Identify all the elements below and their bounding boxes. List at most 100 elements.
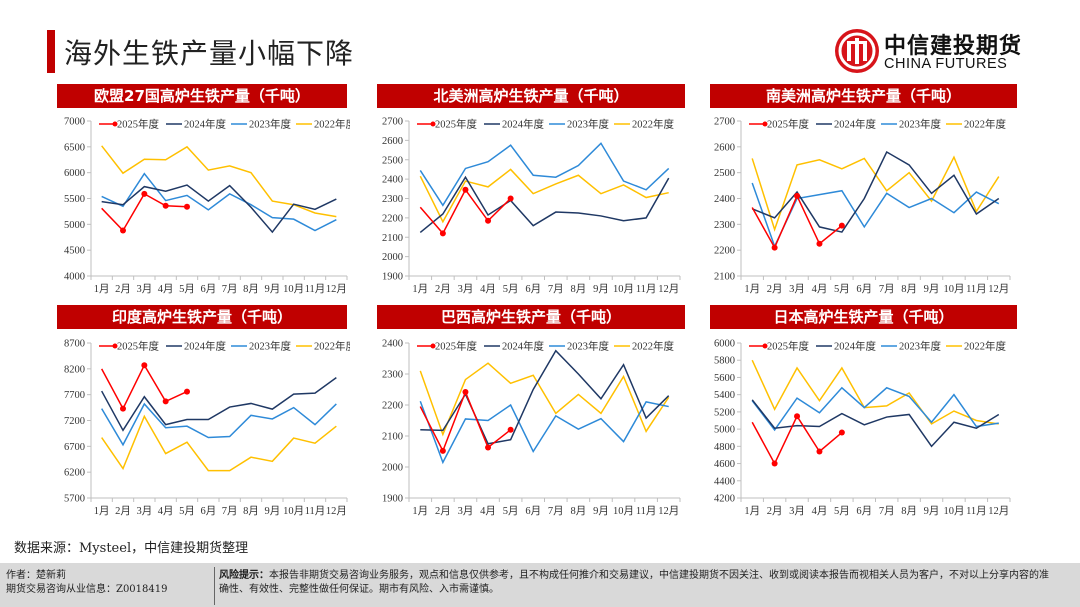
x-tick-label: 11月 [636, 505, 657, 517]
y-tick-label: 4600 [714, 459, 735, 470]
y-tick-label: 2000 [382, 252, 403, 263]
x-tick-label: 10月 [283, 283, 304, 295]
x-tick-label: 2月 [435, 283, 451, 295]
chart-2: 1900 2000 2100 2200 2300 2400 2500 2600 2700 1月 2月… [382, 117, 681, 295]
x-tick-label: 1月 [94, 505, 110, 517]
x-tick-label: 1月 [744, 283, 760, 295]
y-tick-label: 2200 [382, 213, 403, 224]
y-tick-label: 7000 [64, 117, 85, 128]
x-tick-label: 12月 [988, 505, 1009, 517]
y-tick-label: 6200 [64, 468, 85, 479]
x-tick-label: 4月 [480, 505, 496, 517]
x-tick-label: 4月 [158, 505, 174, 517]
x-tick-label: 3月 [789, 505, 805, 517]
legend-label: 2023年度 [249, 118, 291, 131]
x-tick-label: 8月 [901, 283, 917, 295]
x-tick-label: 8月 [571, 505, 587, 517]
data-point-2025 [816, 448, 823, 455]
series-line-2024 [751, 399, 1000, 448]
y-tick-label: 8200 [64, 364, 85, 375]
x-tick-label: 3月 [789, 283, 805, 295]
x-tick-label: 4月 [812, 283, 828, 295]
x-tick-label: 5月 [179, 505, 195, 517]
y-tick-label: 6000 [714, 339, 735, 350]
x-tick-label: 12月 [326, 505, 347, 517]
legend-label: 2025年度 [117, 118, 159, 131]
data-point-2025 [771, 244, 778, 251]
x-tick-label: 3月 [136, 283, 152, 295]
chart-5: 1900 2000 2100 2200 2300 2400 1月 2月 3月 4月 5月 6月 7月 8月… [382, 339, 681, 517]
x-tick-label: 4月 [158, 283, 174, 295]
x-tick-label: 3月 [136, 505, 152, 517]
x-tick-label: 10月 [943, 283, 964, 295]
data-point-2025 [507, 426, 514, 433]
data-point-2025 [141, 362, 148, 369]
legend-label: 2023年度 [567, 340, 609, 353]
author-info: 作者：楚新莉 期货交易咨询从业信息：Z0018419 [6, 569, 167, 597]
x-tick-label: 7月 [548, 283, 564, 295]
series-line-2024 [101, 377, 337, 432]
x-tick-label: 7月 [879, 505, 895, 517]
y-tick-label: 2400 [714, 194, 735, 205]
series-line-2024 [419, 175, 670, 233]
y-tick-label: 2100 [714, 272, 735, 283]
x-tick-label: 9月 [593, 283, 609, 295]
legend-marker [430, 121, 436, 127]
legend-label: 2025年度 [767, 340, 809, 353]
y-tick-label: 2200 [382, 401, 403, 412]
chart-title: 日本高炉生铁产量（千吨） [710, 305, 1017, 329]
y-tick-label: 2500 [714, 168, 735, 179]
series-line-2022 [101, 414, 337, 472]
data-point-2025 [162, 398, 169, 405]
data-point-2025 [838, 222, 845, 229]
y-tick-label: 2700 [382, 117, 403, 128]
chart-title: 北美洲高炉生铁产量（千吨） [377, 84, 685, 108]
y-tick-label: 4000 [64, 272, 85, 283]
x-tick-label: 11月 [305, 505, 326, 517]
y-tick-label: 7700 [64, 390, 85, 401]
x-tick-label: 5月 [834, 505, 850, 517]
page-title: 海外生铁产量小幅下降 [64, 37, 355, 70]
chart-title: 印度高炉生铁产量（千吨） [57, 305, 347, 329]
x-tick-label: 7月 [879, 283, 895, 295]
y-tick-label: 4200 [714, 494, 735, 505]
legend-marker [762, 121, 768, 127]
data-point-2025 [439, 230, 446, 237]
x-tick-label: 12月 [326, 283, 347, 295]
data-point-2025 [120, 227, 126, 234]
legend-label: 2022年度 [964, 340, 1006, 353]
data-point-2025 [794, 413, 801, 420]
china-futures-logo-icon [835, 29, 879, 73]
legend-label: 2025年度 [435, 118, 477, 131]
x-tick-label: 7月 [222, 283, 238, 295]
y-tick-label: 2600 [382, 136, 403, 147]
x-tick-label: 2月 [435, 505, 451, 517]
series-line-2023 [419, 142, 670, 207]
legend-label: 2022年度 [632, 340, 674, 353]
data-point-2025 [120, 405, 126, 412]
logo-text-en: CHINA FUTURES [884, 56, 1008, 72]
data-point-2025 [162, 202, 169, 209]
series-line-2022 [419, 362, 670, 437]
y-tick-label: 5000 [714, 425, 735, 436]
x-tick-label: 9月 [924, 283, 940, 295]
y-tick-label: 2300 [714, 220, 735, 231]
x-tick-label: 11月 [966, 283, 987, 295]
x-tick-label: 8月 [243, 505, 259, 517]
y-tick-label: 1900 [382, 272, 403, 283]
x-tick-label: 11月 [636, 283, 657, 295]
data-point-2025 [184, 203, 190, 210]
series-line-2023 [419, 401, 669, 465]
legend-label: 2024年度 [834, 340, 876, 353]
x-tick-label: 3月 [458, 283, 474, 295]
legend-label: 2022年度 [314, 118, 350, 131]
series-line-2022 [751, 359, 999, 425]
series-line-2022 [101, 145, 337, 218]
legend-label: 2022年度 [632, 118, 674, 131]
x-tick-label: 2月 [115, 505, 131, 517]
footer-divider [214, 567, 215, 605]
x-tick-label: 1月 [94, 283, 110, 295]
x-tick-label: 12月 [658, 505, 679, 517]
data-point-2025 [462, 388, 469, 395]
x-tick-label: 5月 [834, 283, 850, 295]
